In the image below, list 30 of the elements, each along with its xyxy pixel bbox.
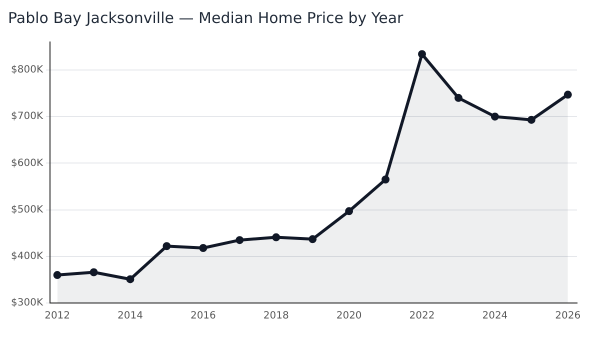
point	[199, 244, 208, 252]
x-tick-label: 2014	[118, 310, 143, 322]
x-tick-label: 2022	[409, 310, 435, 322]
point	[236, 236, 244, 244]
point	[53, 271, 62, 280]
point	[418, 50, 426, 58]
point	[272, 233, 280, 242]
chart-title: Pablo Bay Jacksonville — Median Home Price by Year	[8, 8, 404, 27]
y-tick-label: $800K	[10, 64, 44, 76]
x-tick-label: 2012	[44, 310, 70, 322]
point	[527, 116, 536, 124]
point	[490, 112, 499, 121]
point	[308, 235, 317, 244]
y-tick-label: $400K	[10, 250, 44, 262]
point	[564, 90, 572, 99]
y-tick-label: $600K	[10, 158, 44, 169]
point	[90, 268, 98, 276]
x-tick-label: 2018	[263, 310, 289, 322]
point	[345, 207, 354, 216]
point	[382, 175, 390, 184]
x-tick-label: 2026	[555, 310, 581, 322]
y-tick-label: $500K	[10, 204, 44, 216]
point	[162, 242, 171, 250]
y-tick-label: $700K	[10, 111, 44, 122]
x-tick-label: 2016	[190, 310, 216, 322]
point	[454, 94, 462, 102]
y-tick-label: $300K	[10, 298, 44, 309]
x-tick-label: 2024	[482, 310, 508, 322]
x-tick-label: 2020	[336, 310, 362, 322]
point	[126, 275, 134, 284]
